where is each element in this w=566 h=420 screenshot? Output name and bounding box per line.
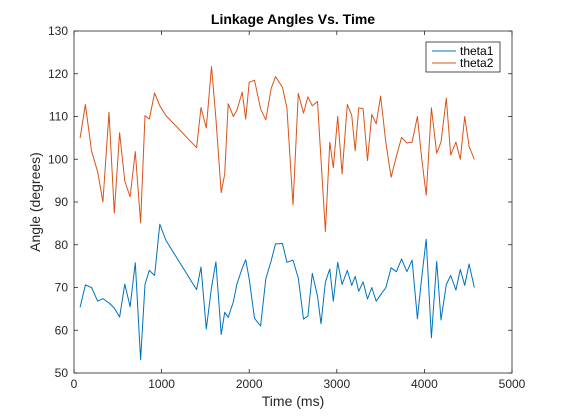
y-tick-label: 60 — [55, 323, 69, 337]
y-tick-label: 50 — [55, 366, 69, 380]
x-axis-label: Time (ms) — [262, 393, 324, 409]
y-axis-ticks: 50 60 70 80 90 100 110 120 130 — [48, 24, 512, 380]
legend-box — [425, 41, 501, 73]
legend-label-theta1: theta1 — [460, 44, 494, 58]
x-tick-label: 2000 — [236, 377, 263, 391]
series-layer — [79, 66, 475, 361]
y-axis-label: Angle (degrees) — [27, 152, 43, 252]
y-tick-label: 130 — [48, 24, 68, 38]
legend: theta1 theta2 — [425, 41, 501, 73]
x-tick-label: 3000 — [323, 377, 350, 391]
x-axis-ticks: 0 1000 2000 3000 4000 5000 — [71, 31, 526, 391]
x-tick-label: 0 — [71, 377, 78, 391]
series-line-theta2 — [79, 66, 475, 232]
legend-label-theta2: theta2 — [460, 56, 494, 70]
y-tick-label: 100 — [48, 152, 68, 166]
chart-title: Linkage Angles Vs. Time — [211, 11, 375, 27]
x-tick-label: 5000 — [499, 377, 526, 391]
y-tick-label: 90 — [55, 195, 69, 209]
y-tick-label: 120 — [48, 67, 68, 81]
y-tick-label: 110 — [49, 110, 68, 124]
y-tick-label: 70 — [55, 281, 69, 295]
series-line-theta1 — [79, 223, 475, 361]
x-tick-label: 4000 — [411, 377, 438, 391]
x-tick-label: 1000 — [148, 377, 175, 391]
y-tick-label: 80 — [55, 238, 69, 252]
